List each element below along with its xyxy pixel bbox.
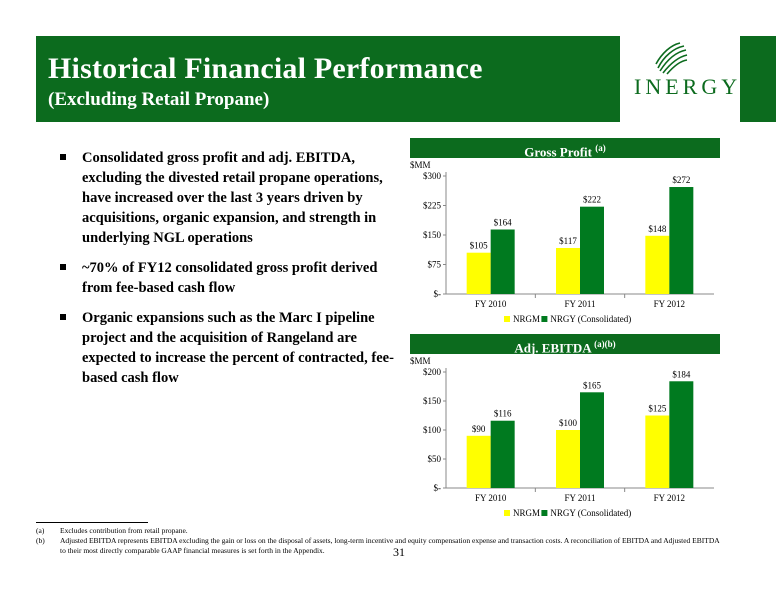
data-label: $165 bbox=[583, 380, 602, 390]
bullet-item: Consolidated gross profit and adj. EBITD… bbox=[60, 148, 405, 248]
legend-swatch bbox=[504, 510, 510, 516]
y-tick-label: $300 bbox=[423, 171, 442, 181]
y-tick-label: $225 bbox=[423, 201, 442, 211]
bullet-item: ~70% of FY12 consolidated gross profit d… bbox=[60, 258, 405, 298]
bar-nrgm bbox=[556, 430, 580, 488]
data-label: $222 bbox=[583, 195, 601, 205]
legend-swatch bbox=[504, 316, 510, 322]
x-tick-label: FY 2010 bbox=[475, 299, 507, 309]
page-title: Historical Financial Performance bbox=[48, 52, 483, 85]
legend-label: NRGM bbox=[513, 508, 540, 518]
legend-swatch bbox=[541, 510, 548, 516]
y-tick-label: $150 bbox=[423, 230, 442, 240]
x-tick-label: FY 2011 bbox=[564, 299, 595, 309]
legend-swatch bbox=[541, 316, 548, 322]
bullet-square-icon bbox=[60, 314, 66, 320]
gross-profit-header: Gross Profit (a) bbox=[410, 138, 720, 159]
bar-nrgm bbox=[466, 435, 491, 488]
bullet-square-icon bbox=[60, 154, 66, 160]
bar-nrgm bbox=[556, 247, 580, 294]
data-label: $164 bbox=[494, 217, 513, 227]
y-tick-label: $150 bbox=[423, 396, 442, 406]
bullet-list: Consolidated gross profit and adj. EBITD… bbox=[60, 148, 405, 398]
data-label: $184 bbox=[672, 369, 691, 379]
bar-nrgm bbox=[645, 235, 670, 294]
y-axis-label: $MM bbox=[410, 160, 431, 170]
bar-nrgm bbox=[466, 252, 491, 294]
footnote-a: (a) Excludes contribution from retail pr… bbox=[36, 526, 188, 535]
y-tick-label: $200 bbox=[423, 367, 442, 377]
x-tick-label: FY 2012 bbox=[654, 299, 685, 309]
logo-area bbox=[620, 36, 740, 122]
x-tick-label: FY 2010 bbox=[475, 493, 507, 503]
x-tick-label: FY 2011 bbox=[564, 493, 595, 503]
bar-nrgy bbox=[490, 420, 515, 488]
y-tick-label: $50 bbox=[428, 454, 442, 464]
x-tick-label: FY 2012 bbox=[654, 493, 685, 503]
data-label: $90 bbox=[472, 424, 486, 434]
gross-profit-chart: $MM $- $75 $150 $225 $300 FY 2010 $105 $164 FY 20… bbox=[410, 160, 714, 324]
logo-globe-icon bbox=[655, 42, 688, 75]
bar-nrgy bbox=[490, 229, 515, 294]
data-label: $117 bbox=[559, 236, 577, 246]
bar-nrgy bbox=[580, 206, 604, 294]
bullet-square-icon bbox=[60, 264, 66, 270]
footnotes: (a) Excludes contribution from retail pr… bbox=[36, 526, 726, 556]
adj-ebitda-header: Adj. EBITDA (a)(b) bbox=[410, 334, 720, 355]
footnote-divider bbox=[36, 522, 148, 523]
page-subtitle: (Excluding Retail Propane) bbox=[48, 89, 270, 110]
y-tick-label: $- bbox=[434, 289, 442, 299]
y-tick-label: $- bbox=[434, 483, 442, 493]
bar-nrgy bbox=[580, 392, 604, 488]
legend-label: NRGY (Consolidated) bbox=[550, 508, 631, 518]
data-label: $125 bbox=[648, 404, 667, 414]
page-number: 31 bbox=[393, 545, 405, 559]
data-label: $116 bbox=[494, 409, 512, 419]
adj-ebitda-chart: $MM $- $50 $100 $150 $200 FY 2010 $90 $116 FY 201… bbox=[410, 356, 714, 518]
footnote-b: (b) Adjusted EBITDA represents EBITDA ex… bbox=[36, 536, 720, 555]
bullet-item: Organic expansions such as the Marc I pi… bbox=[60, 308, 405, 388]
y-tick-label: $100 bbox=[423, 425, 442, 435]
y-axis-label: $MM bbox=[410, 356, 431, 366]
bar-nrgm bbox=[645, 415, 670, 488]
legend-label: NRGY (Consolidated) bbox=[550, 314, 631, 324]
bar-nrgy bbox=[669, 187, 694, 294]
legend-label: NRGM bbox=[513, 314, 540, 324]
y-tick-label: $75 bbox=[428, 260, 442, 270]
logo-wordmark: INERGY bbox=[634, 74, 742, 99]
data-label: $100 bbox=[559, 418, 578, 428]
data-label: $148 bbox=[648, 224, 667, 234]
data-label: $272 bbox=[672, 175, 690, 185]
data-label: $105 bbox=[470, 241, 489, 251]
logo-text: INERGY bbox=[634, 74, 741, 100]
bar-nrgy bbox=[669, 381, 694, 488]
